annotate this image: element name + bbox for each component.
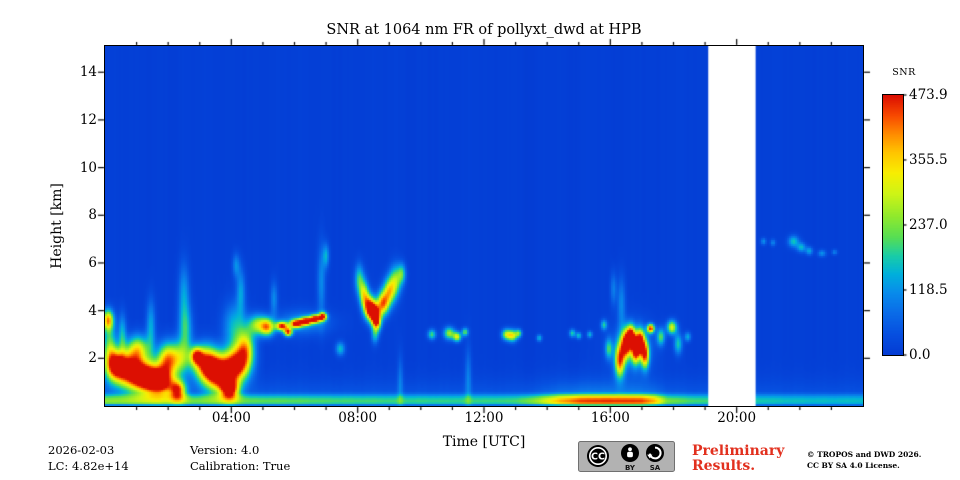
svg-text:BY: BY <box>625 464 636 472</box>
colorbar-tick-label: 473.9 <box>909 87 948 103</box>
cc-sa-icon: SA <box>646 444 664 472</box>
version-label: Version: 4.0 <box>190 443 260 457</box>
colorbar-tick-label: 0.0 <box>909 347 931 363</box>
x-tick-label: 20:00 <box>717 410 757 426</box>
colorbar <box>882 94 904 356</box>
y-tick-label: 14 <box>79 64 97 81</box>
y-tick-label: 10 <box>79 159 97 176</box>
lidar-constant-label: LC: 4.82e+14 <box>48 459 129 473</box>
x-tick-label: 08:00 <box>338 410 378 426</box>
svg-text:SA: SA <box>650 464 661 472</box>
svg-text:CC: CC <box>591 452 605 463</box>
y-tick-label: 2 <box>88 350 97 367</box>
plot-area <box>104 45 864 407</box>
copyright-label: © TROPOS and DWD 2026. CC BY SA 4.0 Lice… <box>807 450 922 470</box>
y-tick-label: 4 <box>88 302 97 319</box>
colorbar-tick-label: 237.0 <box>909 216 948 233</box>
y-tick-label: 8 <box>88 207 97 224</box>
cc-license-badge: CC BY SA <box>578 441 675 472</box>
x-tick-label: 12:00 <box>464 410 504 426</box>
x-tick-label: 16:00 <box>590 410 630 426</box>
calibration-label: Calibration: True <box>190 459 291 473</box>
date-label: 2026-02-03 <box>48 443 115 457</box>
heatmap-canvas <box>105 46 863 406</box>
cc-icon: CC <box>587 445 609 467</box>
y-tick-label: 12 <box>79 111 97 128</box>
preliminary-results-label: Preliminary Results. <box>692 443 785 474</box>
colorbar-tick-label: 118.5 <box>909 281 948 298</box>
x-axis-label: Time [UTC] <box>442 434 526 450</box>
colorbar-canvas <box>883 95 903 355</box>
cc-by-icon: BY <box>621 444 639 472</box>
colorbar-label: SNR <box>892 67 916 78</box>
colorbar-tick-label: 355.5 <box>909 151 948 168</box>
x-tick-label: 04:00 <box>211 410 251 426</box>
y-tick-label: 6 <box>88 254 97 271</box>
